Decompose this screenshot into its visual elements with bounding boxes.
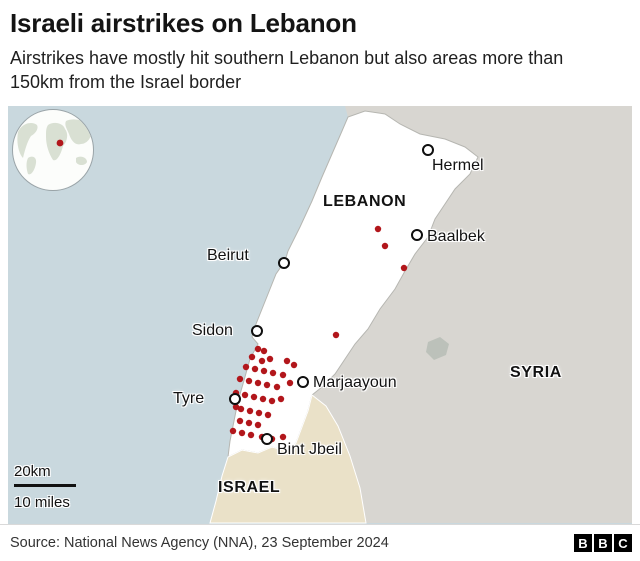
airstrike-dot	[260, 367, 268, 375]
footer: Source: National News Agency (NNA), 23 S…	[0, 524, 640, 561]
scale-bar	[14, 484, 76, 487]
airstrike-dot	[374, 225, 382, 233]
airstrike-dot	[260, 347, 268, 355]
airstrike-dot	[332, 331, 340, 339]
inset-location-dot	[56, 139, 64, 147]
bbc-logo: B B C	[574, 534, 632, 552]
airstrike-dot	[245, 419, 253, 427]
airstrike-dot	[247, 431, 255, 439]
inset-globe-map	[17, 119, 92, 175]
airstrike-dot	[269, 369, 277, 377]
airstrike-dot	[229, 427, 237, 435]
syria-terrain-shape	[426, 337, 449, 360]
airstrike-dot	[254, 421, 262, 429]
city-marker-sidon	[251, 325, 263, 337]
city-marker-tyre	[229, 393, 241, 405]
region-label-syria: SYRIA	[510, 364, 562, 381]
airstrike-dot	[279, 371, 287, 379]
airstrike-dot	[279, 433, 287, 441]
airstrike-dot	[263, 381, 271, 389]
city-label-bint-jbeil: Bint Jbeil	[277, 441, 342, 458]
map-canvas: LEBANON SYRIA ISRAEL Hermel Baalbek Beirut…	[8, 106, 632, 524]
airstrike-dot	[241, 391, 249, 399]
header: Israeli airstrikes on Lebanon Airstrikes…	[0, 0, 640, 95]
airstrike-dot	[236, 375, 244, 383]
city-label-sidon: Sidon	[192, 322, 233, 339]
airstrike-dot	[258, 357, 266, 365]
airstrike-dot	[381, 242, 389, 250]
airstrike-dot	[290, 361, 298, 369]
airstrike-dot	[238, 429, 246, 437]
airstrike-dot	[236, 417, 244, 425]
airstrike-dot	[254, 345, 262, 353]
airstrike-dot	[268, 397, 276, 405]
airstrike-dot	[237, 405, 245, 413]
bbc-logo-block-b2: B	[594, 534, 612, 552]
page-subtitle: Airstrikes have mostly hit southern Leba…	[10, 48, 564, 92]
airstrike-dot	[264, 411, 272, 419]
bbc-logo-block-b1: B	[574, 534, 592, 552]
airstrike-dot	[242, 363, 250, 371]
region-label-israel: ISRAEL	[218, 479, 281, 496]
bbc-logo-block-c: C	[614, 534, 632, 552]
city-marker-hermel	[422, 144, 434, 156]
city-label-tyre: Tyre	[173, 390, 205, 407]
region-label-lebanon: LEBANON	[323, 193, 407, 210]
city-label-hermel: Hermel	[432, 157, 484, 174]
airstrike-dot	[266, 355, 274, 363]
airstrike-dot	[286, 379, 294, 387]
airstrike-dot	[283, 357, 291, 365]
city-label-baalbek: Baalbek	[427, 228, 485, 245]
scale-miles-label: 10 miles	[14, 494, 70, 511]
airstrike-dot	[248, 353, 256, 361]
airstrike-dot	[232, 403, 240, 411]
airstrike-dot	[245, 377, 253, 385]
israel-shape	[209, 394, 367, 524]
inset-globe	[12, 109, 94, 191]
scale-km-label: 20km	[14, 463, 51, 480]
airstrike-dot	[246, 407, 254, 415]
source-text: Source: National News Agency (NNA), 23 S…	[10, 535, 389, 551]
city-marker-marjaayoun	[297, 376, 309, 388]
airstrike-dot	[259, 395, 267, 403]
city-label-marjaayoun: Marjaayoun	[313, 374, 397, 391]
map-svg	[209, 106, 632, 524]
airstrike-dot	[273, 383, 281, 391]
airstrike-dot	[400, 264, 408, 272]
city-label-beirut: Beirut	[207, 247, 249, 264]
airstrike-dot	[251, 365, 259, 373]
airstrike-dot	[255, 409, 263, 417]
page-title: Israeli airstrikes on Lebanon	[10, 8, 357, 38]
city-markers-layer	[229, 144, 434, 445]
airstrike-dot	[250, 393, 258, 401]
city-marker-beirut	[278, 257, 290, 269]
city-marker-baalbek	[411, 229, 423, 241]
airstrike-dot	[254, 379, 262, 387]
city-marker-bint-jbeil	[261, 433, 273, 445]
airstrike-dot	[277, 395, 285, 403]
